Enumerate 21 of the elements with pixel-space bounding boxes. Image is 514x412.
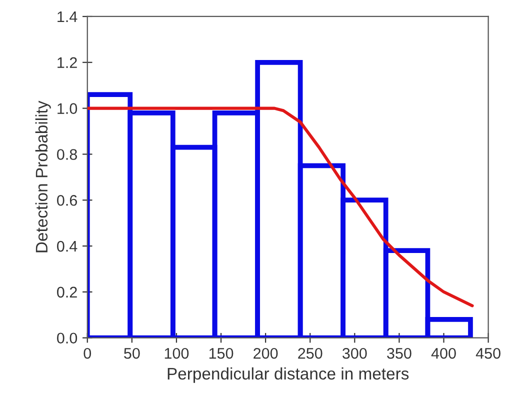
x-tick-label: 50 — [124, 348, 140, 359]
x-tick-label: 200 — [254, 348, 278, 359]
x-tick-label: 250 — [298, 348, 322, 359]
x-tick-label: 0 — [84, 348, 92, 359]
y-axis-title: Detection Probability — [35, 100, 51, 252]
x-tick-label: 100 — [164, 348, 189, 359]
x-tick-label: 450 — [476, 348, 500, 359]
y-tick-label: 0.0 — [57, 332, 78, 344]
x-axis-title: Perpendicular distance in meters — [168, 367, 409, 383]
y-tick-label: 0.2 — [57, 286, 77, 298]
y-tick-label: 1.4 — [58, 12, 78, 22]
x-tick-label: 350 — [387, 348, 412, 359]
x-tick-label: 150 — [209, 348, 234, 359]
y-tick-label: 1.2 — [58, 57, 77, 68]
y-tick-label: 0.4 — [57, 240, 78, 252]
y-tick-label: 0.6 — [57, 194, 77, 206]
x-tick-label: 300 — [342, 348, 367, 359]
y-tick-label: 1.0 — [58, 103, 78, 114]
line-series — [87, 106, 474, 308]
x-tick-label: 400 — [431, 348, 456, 359]
y-tick-label: 0.8 — [57, 149, 77, 160]
